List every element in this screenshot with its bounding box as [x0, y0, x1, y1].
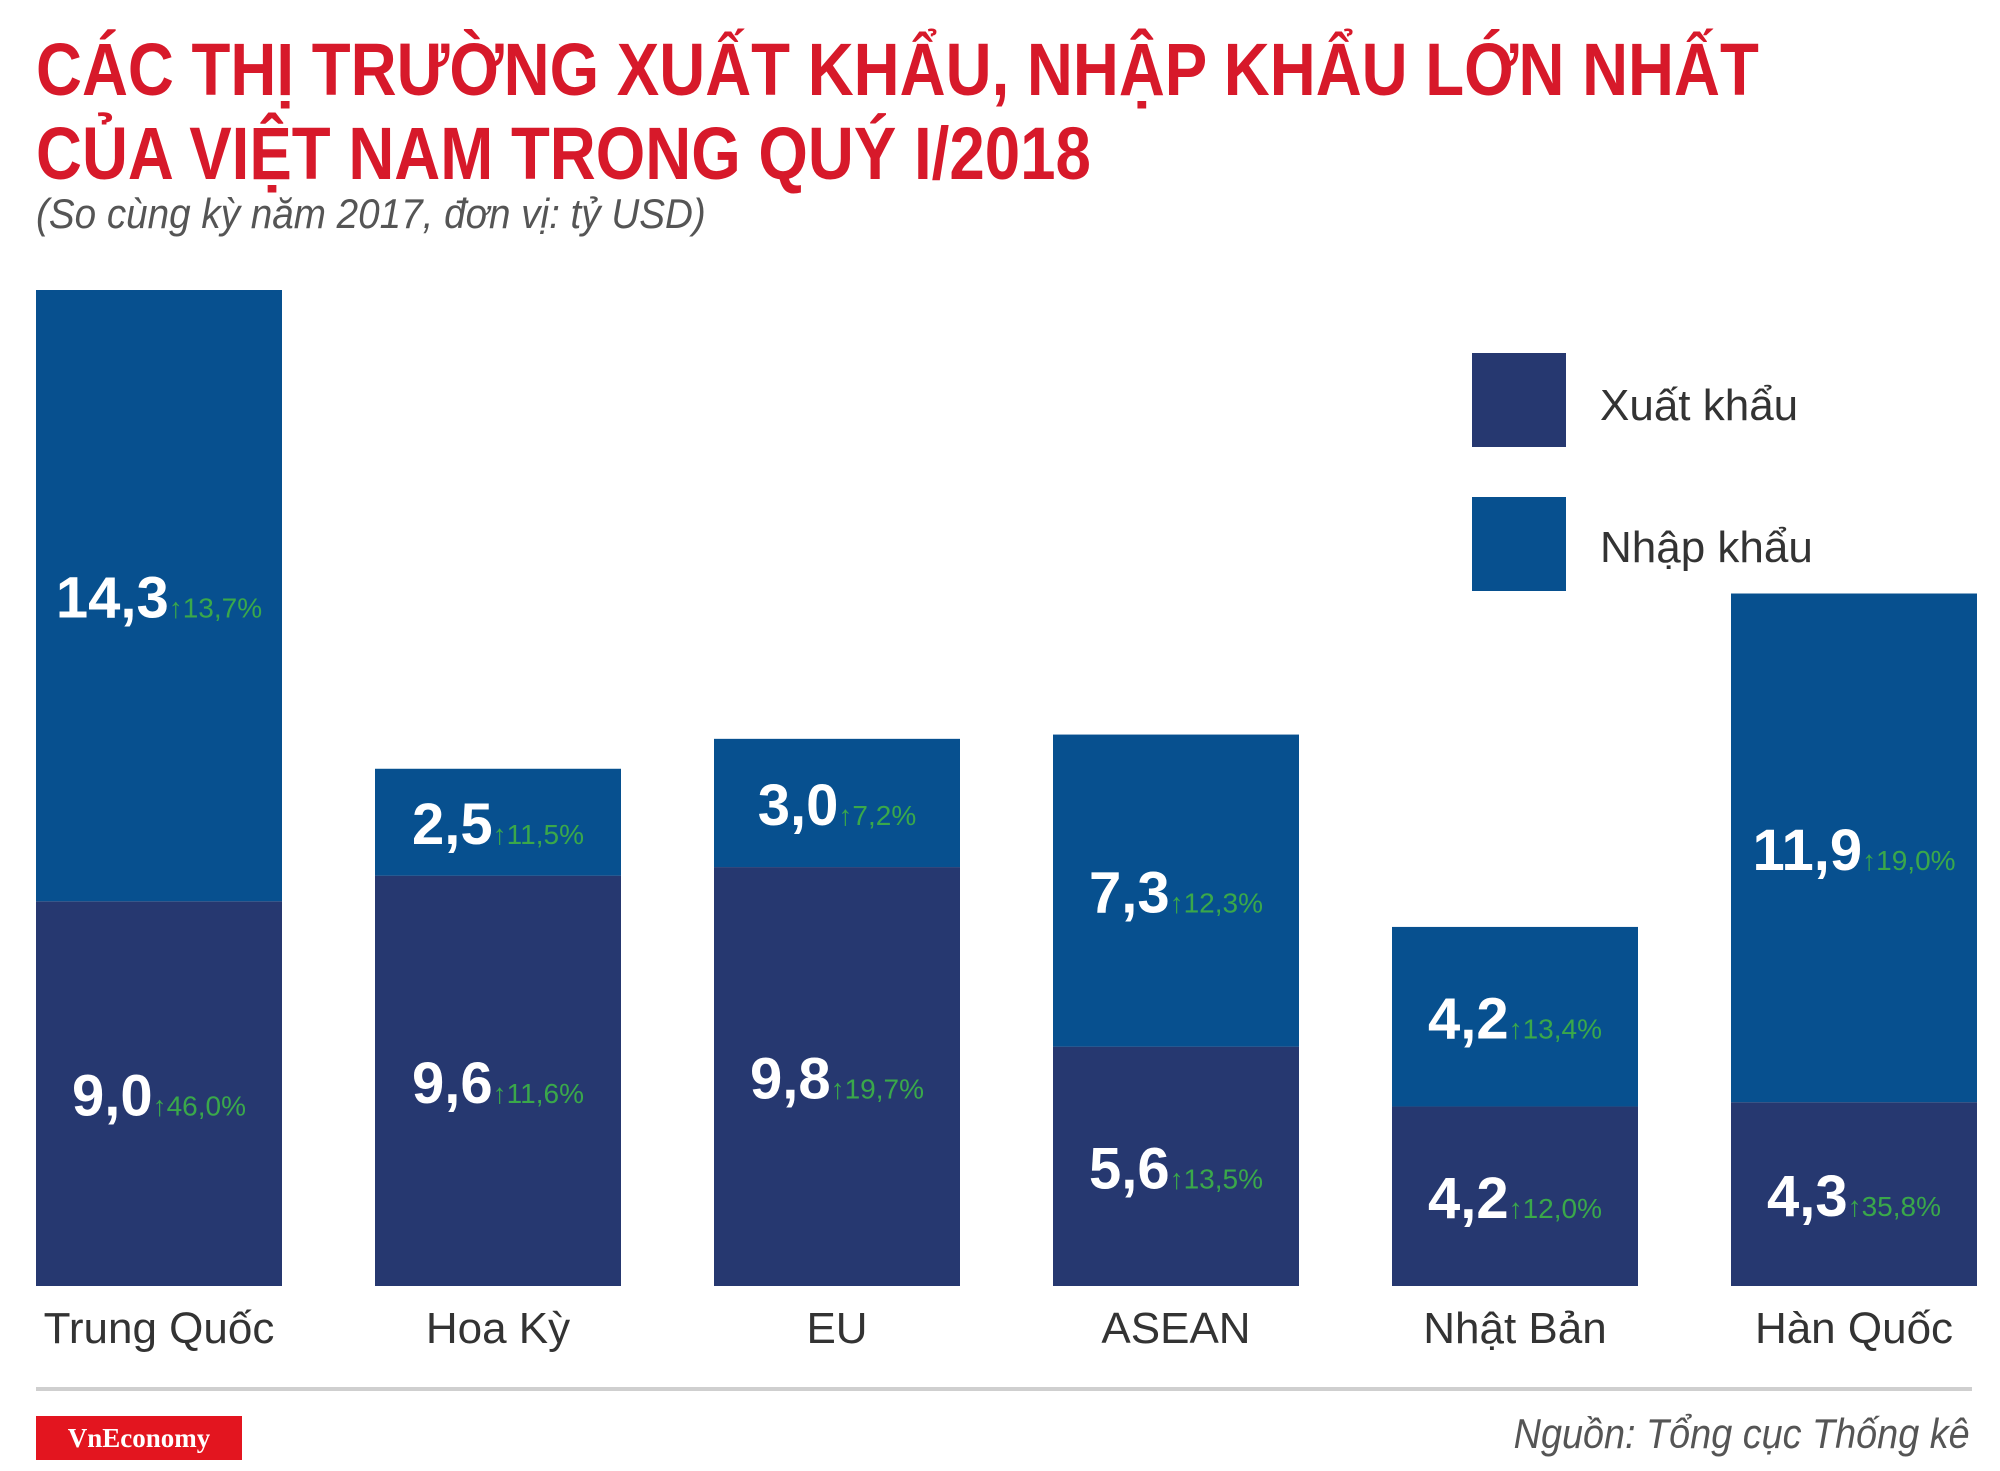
import-growth: ↑12,3% [1170, 888, 1263, 919]
export-value: 9,8 [750, 1047, 831, 1112]
import-value: 3,0 [758, 773, 839, 838]
import-value: 4,2 [1428, 987, 1509, 1052]
import-growth: ↑11,5% [493, 819, 584, 850]
export-value-label-2: 9,8↑19,7% [750, 1047, 924, 1112]
export-value: 9,0 [72, 1064, 153, 1129]
export-bar-3 [1053, 1046, 1299, 1286]
export-bar-4 [1392, 1106, 1638, 1286]
import-bar-4 [1392, 926, 1638, 1107]
export-growth: ↑12,0% [1509, 1193, 1602, 1224]
export-growth: ↑11,6% [493, 1078, 584, 1109]
export-value: 4,2 [1428, 1166, 1509, 1231]
export-growth: ↑46,0% [153, 1091, 246, 1122]
export-bar-5 [1731, 1102, 1977, 1286]
export-bar-1 [375, 875, 621, 1286]
import-growth: ↑7,2% [838, 800, 916, 831]
category-label-5: Hàn Quốc [1755, 1304, 1953, 1353]
chart-subtitle: (So cùng kỳ năm 2017, đơn vị: tỷ USD) [36, 190, 706, 237]
import-bar-3 [1053, 734, 1299, 1047]
category-label-0: Trung Quốc [44, 1304, 275, 1353]
category-label-2: EU [806, 1304, 867, 1353]
category-label-4: Nhật Bản [1423, 1304, 1606, 1353]
import-value-label-5: 11,9↑19,0% [1752, 818, 1955, 883]
legend-label-import: Nhập khẩu [1600, 523, 1813, 572]
export-bar-2 [714, 867, 960, 1286]
import-growth: ↑19,0% [1862, 845, 1955, 876]
export-value: 4,3 [1767, 1164, 1848, 1229]
chart-title: CÁC THỊ TRƯỜNG XUẤT KHẨU, NHẬP KHẨU LỚN … [36, 28, 1759, 196]
export-value-label-5: 4,3↑35,8% [1767, 1164, 1941, 1229]
export-value: 5,6 [1089, 1136, 1170, 1201]
legend-swatch-import [1472, 497, 1566, 591]
export-value-label-1: 9,6↑11,6% [412, 1051, 584, 1116]
export-growth: ↑35,8% [1848, 1191, 1941, 1222]
export-value-label-4: 4,2↑12,0% [1428, 1166, 1602, 1231]
import-value: 7,3 [1089, 861, 1170, 926]
import-bar-5 [1731, 593, 1977, 1103]
title-line-1: CÁC THỊ TRƯỜNG XUẤT KHẨU, NHẬP KHẨU LỚN … [36, 28, 1759, 111]
legend-swatch-export [1472, 353, 1566, 447]
export-bar-0 [36, 901, 282, 1286]
legend-label-export: Xuất khẩu [1600, 381, 1798, 430]
footer-divider [36, 1387, 1972, 1391]
category-label-1: Hoa Kỳ [426, 1304, 570, 1353]
import-value-label-4: 4,2↑13,4% [1428, 987, 1602, 1052]
import-growth: ↑13,7% [169, 593, 262, 624]
bar-chart: 9,0↑46,0% 14,3↑13,7% Trung Quốc 9,6↑11,6% 2,… [36, 290, 1977, 1353]
export-growth: ↑13,5% [1170, 1163, 1263, 1194]
import-value: 2,5 [412, 792, 493, 857]
import-value-label-3: 7,3↑12,3% [1089, 861, 1263, 926]
import-bar-2 [714, 738, 960, 868]
export-value: 9,6 [412, 1051, 493, 1116]
source-note: Nguồn: Tổng cục Thống kê [1514, 1410, 1970, 1457]
category-label-3: ASEAN [1101, 1304, 1250, 1353]
import-value: 11,9 [1752, 818, 1862, 883]
import-value-label-0: 14,3↑13,7% [56, 566, 262, 631]
import-value-label-1: 2,5↑11,5% [412, 792, 584, 857]
import-growth: ↑13,4% [1509, 1014, 1602, 1045]
import-value-label-2: 3,0↑7,2% [758, 773, 916, 838]
import-bar-1 [375, 768, 621, 876]
export-value-label-3: 5,6↑13,5% [1089, 1136, 1263, 1201]
vneconomy-logo: VnEconomy [36, 1416, 242, 1460]
title-line-2: CỦA VIỆT NAM TRONG QUÝ I/2018 [36, 112, 1091, 195]
import-value: 14,3 [56, 566, 169, 631]
import-bar-0 [36, 290, 282, 902]
export-value-label-0: 9,0↑46,0% [72, 1064, 246, 1129]
export-growth: ↑19,7% [831, 1074, 924, 1105]
